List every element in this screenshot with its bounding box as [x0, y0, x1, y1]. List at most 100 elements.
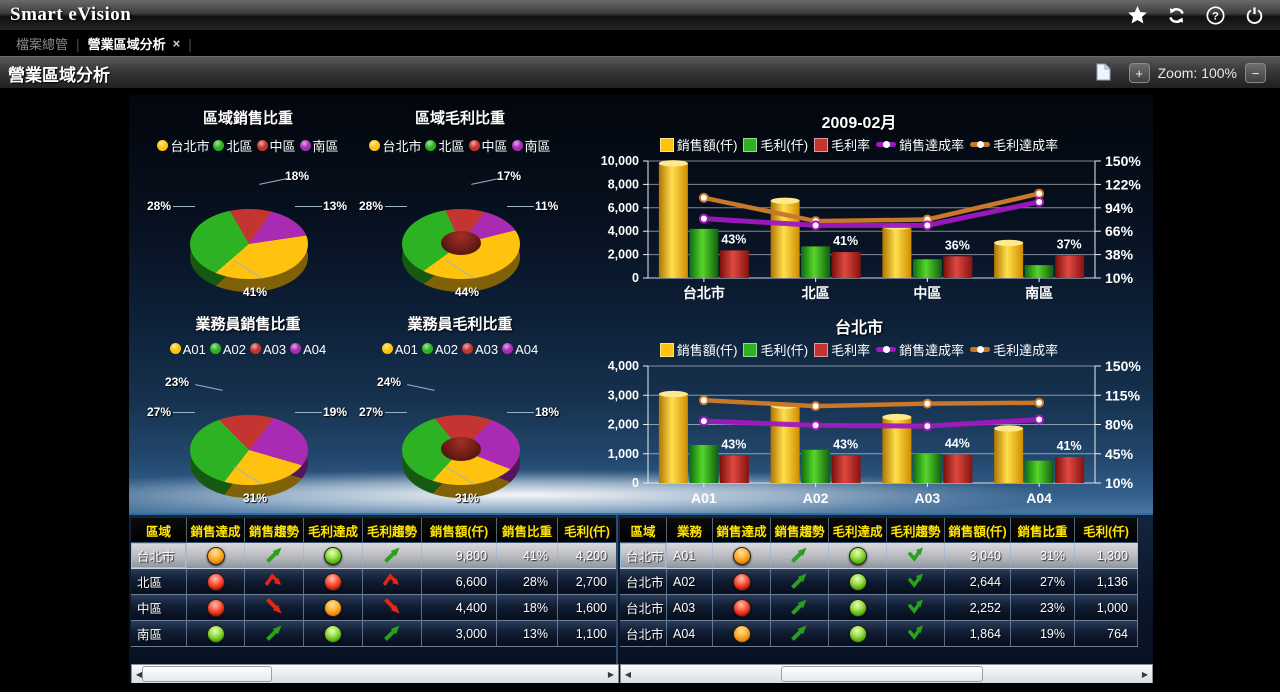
table-cell[interactable] [187, 595, 245, 621]
table-row[interactable]: 台北市 A02 2,644 27% 1,136 [620, 569, 1138, 595]
refresh-icon[interactable] [1167, 6, 1186, 25]
table-cell[interactable]: 2,252 [945, 595, 1011, 621]
table-cell[interactable]: 1,300 [1075, 543, 1138, 569]
table-cell[interactable] [771, 543, 829, 569]
column-header[interactable]: 毛利趨勢 [887, 518, 945, 543]
table-cell[interactable]: 中區 [131, 595, 187, 621]
table-cell[interactable]: 2,700 [558, 569, 617, 595]
table-cell[interactable] [887, 595, 945, 621]
table-cell[interactable]: 台北市 [620, 595, 667, 621]
table-cell[interactable]: 27% [1011, 569, 1075, 595]
table-cell[interactable]: 41% [497, 543, 558, 569]
zoom-in-button[interactable]: + [1128, 63, 1150, 83]
pie-face[interactable] [190, 209, 308, 279]
column-header[interactable]: 銷售比重 [1011, 518, 1075, 543]
column-header[interactable]: 區域 [131, 518, 187, 543]
table-cell[interactable]: 4,400 [422, 595, 497, 621]
table-cell[interactable] [713, 543, 771, 569]
table-cell[interactable]: A01 [667, 543, 713, 569]
column-header[interactable]: 銷售達成 [187, 518, 245, 543]
scroll-right-icon[interactable]: ▶ [1141, 669, 1149, 679]
table-row[interactable]: 台北市 A04 1,864 19% 764 [620, 621, 1138, 647]
column-header[interactable]: 區域 [620, 518, 667, 543]
table-cell[interactable] [713, 621, 771, 647]
table-cell[interactable]: A03 [667, 595, 713, 621]
column-header[interactable]: 毛利趨勢 [363, 518, 422, 543]
table-cell[interactable] [304, 595, 363, 621]
table-cell[interactable]: 9,800 [422, 543, 497, 569]
document-icon[interactable] [1096, 63, 1111, 84]
table-cell[interactable] [771, 595, 829, 621]
table-cell[interactable]: 1,100 [558, 621, 617, 647]
scroll-thumb[interactable] [142, 666, 272, 682]
table-cell[interactable]: 台北市 [620, 543, 667, 569]
table-cell[interactable] [187, 543, 245, 569]
tab-sales-region-analysis[interactable]: 營業區域分析 × [87, 36, 181, 52]
table-cell[interactable] [829, 569, 887, 595]
table-cell[interactable] [245, 543, 304, 569]
star-icon[interactable] [1128, 6, 1147, 24]
table-cell[interactable] [187, 621, 245, 647]
table-cell[interactable]: 北區 [131, 569, 187, 595]
table-cell[interactable]: 18% [497, 595, 558, 621]
table-row[interactable]: 台北市 A01 3,040 31% 1,300 [620, 543, 1138, 569]
table-cell[interactable] [771, 569, 829, 595]
table-cell[interactable]: 764 [1075, 621, 1138, 647]
right-table-scrollbar[interactable]: ◀ ▶ [620, 664, 1153, 683]
scroll-thumb[interactable] [781, 666, 983, 682]
table-cell[interactable]: 31% [1011, 543, 1075, 569]
column-header[interactable]: 毛利(仟) [558, 518, 617, 543]
help-icon[interactable]: ? [1206, 5, 1225, 25]
table-cell[interactable]: 1,000 [1075, 595, 1138, 621]
column-header[interactable]: 業務 [667, 518, 713, 543]
left-table-scrollbar[interactable]: ◀ ▶ [131, 664, 619, 683]
table-cell[interactable]: 台北市 [620, 569, 667, 595]
table-cell[interactable] [304, 569, 363, 595]
table-row[interactable]: 北區 6,600 28% 2,700 [131, 569, 617, 595]
table-cell[interactable]: 28% [497, 569, 558, 595]
column-header[interactable]: 銷售達成 [713, 518, 771, 543]
column-header[interactable]: 毛利達成 [829, 518, 887, 543]
table-cell[interactable] [245, 621, 304, 647]
power-icon[interactable] [1245, 6, 1264, 25]
table-cell[interactable] [829, 595, 887, 621]
table-cell[interactable] [887, 543, 945, 569]
table-cell[interactable]: 3,000 [422, 621, 497, 647]
scroll-left-icon[interactable]: ◀ [624, 669, 632, 679]
zoom-out-button[interactable]: − [1245, 63, 1266, 83]
tab-close-icon[interactable]: × [172, 36, 181, 51]
table-cell[interactable] [363, 621, 422, 647]
table-cell[interactable] [829, 621, 887, 647]
table-cell[interactable]: 23% [1011, 595, 1075, 621]
column-header[interactable]: 銷售比重 [497, 518, 558, 543]
table-cell[interactable] [887, 569, 945, 595]
table-cell[interactable]: 1,600 [558, 595, 617, 621]
table-cell[interactable]: 1,136 [1075, 569, 1138, 595]
table-cell[interactable] [713, 569, 771, 595]
column-header[interactable]: 銷售趨勢 [771, 518, 829, 543]
table-cell[interactable] [363, 595, 422, 621]
table-cell[interactable]: 13% [497, 621, 558, 647]
table-cell[interactable] [304, 543, 363, 569]
table-cell[interactable]: 3,040 [945, 543, 1011, 569]
column-header[interactable]: 銷售額(仟) [945, 518, 1011, 543]
table-cell[interactable] [771, 621, 829, 647]
table-cell[interactable]: 台北市 [131, 543, 187, 569]
table-cell[interactable]: 19% [1011, 621, 1075, 647]
table-cell[interactable]: 4,200 [558, 543, 617, 569]
table-cell[interactable] [363, 543, 422, 569]
column-header[interactable]: 毛利達成 [304, 518, 363, 543]
table-row[interactable]: 台北市 A03 2,252 23% 1,000 [620, 595, 1138, 621]
table-cell[interactable] [829, 543, 887, 569]
table-cell[interactable]: 台北市 [620, 621, 667, 647]
table-cell[interactable]: 2,644 [945, 569, 1011, 595]
table-cell[interactable]: A02 [667, 569, 713, 595]
table-cell[interactable]: A04 [667, 621, 713, 647]
table-cell[interactable] [245, 569, 304, 595]
column-header[interactable]: 銷售趨勢 [245, 518, 304, 543]
column-header[interactable]: 毛利(仟) [1075, 518, 1138, 543]
table-cell[interactable]: 南區 [131, 621, 187, 647]
table-cell[interactable] [713, 595, 771, 621]
tab-file-explorer[interactable]: 檔案總管 [16, 37, 69, 52]
table-cell[interactable] [304, 621, 363, 647]
